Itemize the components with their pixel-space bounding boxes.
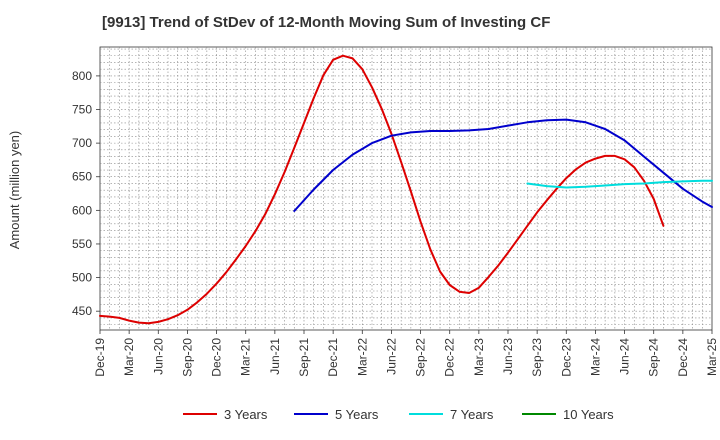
series-line-5-years	[293, 118, 713, 212]
x-tick-label: Mar-22	[355, 338, 369, 376]
x-tick-label: Dec-22	[443, 338, 457, 377]
legend: 3 Years 5 Years 7 Years 10 Years	[183, 407, 614, 422]
legend-label: 3 Years	[224, 407, 268, 422]
grid	[100, 47, 712, 330]
legend-label: 7 Years	[450, 407, 494, 422]
series-lines	[99, 54, 713, 325]
y-tick-label: 750	[72, 103, 92, 117]
x-tick-label: Sep-21	[297, 338, 311, 377]
x-tick-label: Mar-23	[472, 338, 486, 376]
y-tick-label: 600	[72, 203, 92, 217]
series-line-3-years	[99, 54, 665, 325]
x-tick-label: Mar-20	[122, 338, 136, 376]
x-tick-label: Sep-24	[647, 338, 661, 377]
x-tick-label: Dec-20	[210, 338, 224, 377]
x-tick-label: Jun-21	[268, 338, 282, 375]
x-tick-label: Dec-23	[559, 338, 573, 377]
x-tick-label: Jun-23	[501, 338, 515, 375]
x-tick-label: Sep-20	[180, 338, 194, 377]
x-tick-label: Sep-22	[414, 338, 428, 377]
chart-title: [9913] Trend of StDev of 12-Month Moving…	[102, 14, 551, 31]
y-tick-label: 700	[72, 136, 92, 150]
x-tick-label: Dec-21	[326, 338, 340, 377]
y-tick-label: 800	[72, 69, 92, 83]
x-tick-label: Sep-23	[530, 338, 544, 377]
x-tick-label: Jun-24	[618, 338, 632, 375]
x-tick-label: Mar-25	[705, 338, 719, 376]
y-axis-title: Amount (million yen)	[7, 131, 22, 250]
y-tick-label: 550	[72, 237, 92, 251]
x-tick-label: Dec-24	[676, 338, 690, 377]
legend-label: 5 Years	[335, 407, 379, 422]
y-tick-label: 650	[72, 170, 92, 184]
x-axis: Dec-19 Mar-20 Jun-20 Sep-20 Dec-20 Mar-21 Jun-…	[93, 330, 719, 377]
x-tick-label: Mar-24	[588, 338, 602, 376]
y-tick-label: 450	[72, 304, 92, 318]
y-axis: 450 500 550 600 650 700 750 800	[72, 69, 100, 318]
x-tick-label: Mar-21	[239, 338, 253, 376]
legend-label: 10 Years	[563, 407, 614, 422]
x-tick-label: Jun-20	[151, 338, 165, 375]
x-tick-label: Dec-19	[93, 338, 107, 377]
y-tick-label: 500	[72, 271, 92, 285]
plot-area	[99, 46, 713, 331]
x-tick-label: Jun-22	[384, 338, 398, 375]
series-line-7-years	[526, 179, 713, 189]
